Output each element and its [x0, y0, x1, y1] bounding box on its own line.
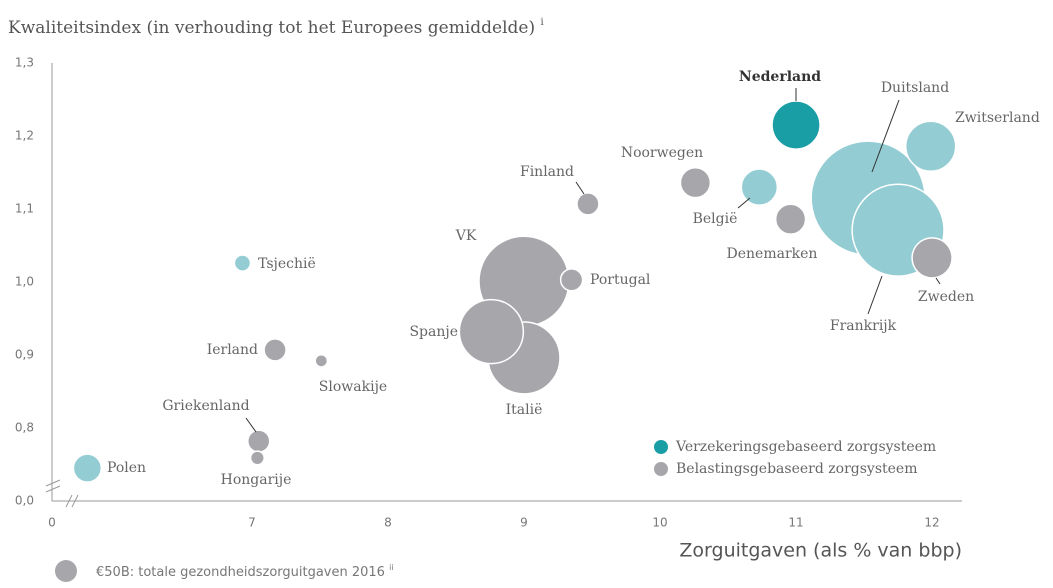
leader-line: [935, 277, 941, 285]
point-label: Nederland: [739, 69, 821, 85]
point-label: Polen: [107, 460, 146, 476]
point-label: Spanje: [409, 324, 458, 340]
bubble: [679, 167, 712, 199]
bubble: [263, 338, 287, 362]
leader-line: [245, 417, 257, 433]
point-label: Ierland: [207, 342, 258, 358]
point-label: Frankrijk: [830, 318, 897, 334]
bubble: [314, 353, 329, 368]
y-tick-label: 1,0: [15, 275, 34, 289]
legend-swatch: [654, 440, 668, 454]
bubble: [72, 453, 103, 483]
point-label: Hongarije: [221, 472, 292, 488]
bubble: [740, 168, 779, 206]
x-tick-label: 10: [652, 516, 667, 530]
legend-label: Verzekeringsgebaseerd zorgsysteem: [675, 439, 936, 455]
legend-swatch: [654, 462, 668, 476]
y-tick-label: 0,8: [15, 421, 34, 435]
bubble: [904, 120, 957, 172]
bubble: [247, 429, 271, 453]
point-label: VK: [455, 228, 477, 244]
y-tick-label: 0,9: [15, 348, 34, 362]
y-tick-label: 0,0: [15, 494, 34, 508]
size-note-text: €50B: totale gezondheidszorguitgaven 201…: [96, 565, 385, 580]
size-note: €50B: totale gezondheidszorguitgaven 201…: [96, 563, 394, 580]
bubble: [233, 254, 252, 272]
point-label: Zweden: [918, 289, 974, 305]
point-label: Finland: [520, 164, 574, 180]
bubble: [911, 237, 953, 279]
x-tick-label: 0: [48, 516, 56, 530]
leader-line: [575, 181, 585, 195]
title-note: i: [541, 17, 544, 28]
break-y: [45, 479, 61, 487]
point-label: Griekenland: [162, 398, 249, 414]
y-tick-label: 1,1: [15, 202, 34, 216]
axis-break: [45, 479, 79, 508]
x-tick-label: 9: [520, 516, 528, 530]
point-label: Portugal: [590, 272, 651, 288]
size-legend-bubble: [55, 560, 77, 582]
title-text: Kwaliteitsindex (in verhouding tot het E…: [8, 18, 535, 38]
point-label: Noorwegen: [621, 145, 703, 161]
bubble: [771, 100, 821, 150]
chart-title: Kwaliteitsindex (in verhouding tot het E…: [8, 17, 544, 38]
leader-line: [871, 99, 900, 173]
x-tick-label: 11: [788, 516, 803, 530]
point-label: Italië: [506, 402, 543, 418]
break-x: [65, 494, 73, 508]
legend-label: Belastingsgebaseerd zorgsysteem: [676, 461, 917, 477]
point-label: België: [693, 211, 738, 227]
point-label: Duitsland: [881, 80, 949, 96]
break-x: [71, 494, 79, 508]
x-tick-label: 12: [924, 516, 939, 530]
x-tick-label: 8: [384, 516, 392, 530]
point-label: Slowakije: [319, 379, 387, 395]
break-y: [45, 485, 61, 493]
size-note-mark: ii: [389, 563, 393, 572]
x-axis-label: Zorguitgaven (als % van bbp): [679, 540, 962, 562]
x-tick-label: 7: [248, 516, 256, 530]
bubble: [249, 450, 265, 466]
y-tick-label: 1,3: [15, 56, 34, 70]
bubble: [458, 298, 525, 365]
leader-line: [867, 275, 883, 315]
point-label: Tsjechië: [258, 256, 316, 272]
bubble: [576, 192, 600, 216]
bubble: [774, 203, 807, 235]
point-label: Zwitserland: [955, 110, 1040, 126]
leader-line: [737, 197, 751, 209]
y-tick-label: 1,2: [15, 129, 34, 143]
bubble: [559, 268, 584, 292]
point-label: Denemarken: [727, 246, 818, 262]
